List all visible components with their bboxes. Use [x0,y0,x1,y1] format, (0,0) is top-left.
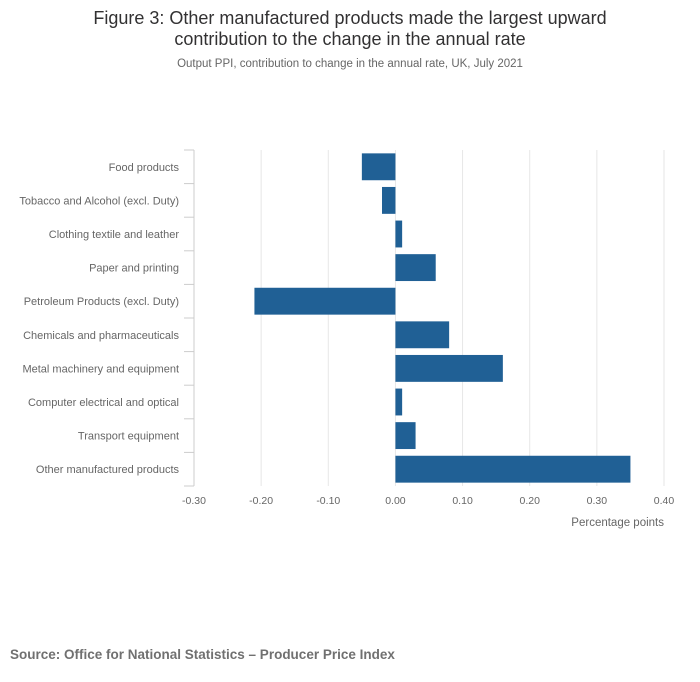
x-tick-label: -0.20 [249,495,273,507]
chart-title-line-1: Figure 3: Other manufactured products ma… [93,8,607,28]
x-tick-label: -0.10 [316,495,340,507]
label-layer: -0.30 -0.20 -0.10 0.00 0.10 0.20 0.30 0.40 Food … [19,162,674,507]
bar[interactable] [395,388,403,416]
y-category-label: Food products [109,162,180,174]
x-tick-label: -0.30 [182,495,206,507]
bar[interactable] [395,254,436,282]
bar[interactable] [382,186,396,214]
y-category-label: Chemicals and pharmaceuticals [23,330,179,342]
y-category-label: Clothing textile and leather [49,229,180,241]
y-category-label: Transport equipment [78,431,179,443]
x-tick-label: 0.20 [519,495,540,507]
bar-chart: -0.30 -0.20 -0.10 0.00 0.10 0.20 0.30 0.40 Food … [19,149,674,529]
x-tick-label: 0.00 [385,495,406,507]
y-category-label: Tobacco and Alcohol (excl. Duty) [19,195,179,207]
chart-title-line-2: contribution to the change in the annual… [174,29,526,49]
x-tick-label: 0.40 [654,495,675,507]
bar[interactable] [395,220,403,248]
bar[interactable] [395,455,631,483]
x-tick-label: 0.30 [587,495,608,507]
x-tick-label: 0.10 [452,495,473,507]
y-category-label: Other manufactured products [36,464,180,476]
y-category-label: Computer electrical and optical [28,397,179,409]
bar[interactable] [254,287,396,315]
chart-title: Figure 3: Other manufactured products ma… [0,8,700,50]
bar[interactable] [395,422,416,450]
bar-layer [254,153,631,483]
y-category-label: Paper and printing [89,263,179,275]
bar[interactable] [395,321,450,349]
bar[interactable] [361,153,396,181]
y-category-label: Metal machinery and equipment [22,363,179,375]
bar[interactable] [395,354,503,382]
y-category-label: Petroleum Products (excl. Duty) [24,296,179,308]
x-axis-title: Percentage points [571,517,664,529]
grid-layer [184,149,665,487]
chart-subtitle: Output PPI, contribution to change in th… [177,58,523,70]
source-note: Source: Office for National Statistics –… [10,647,395,662]
